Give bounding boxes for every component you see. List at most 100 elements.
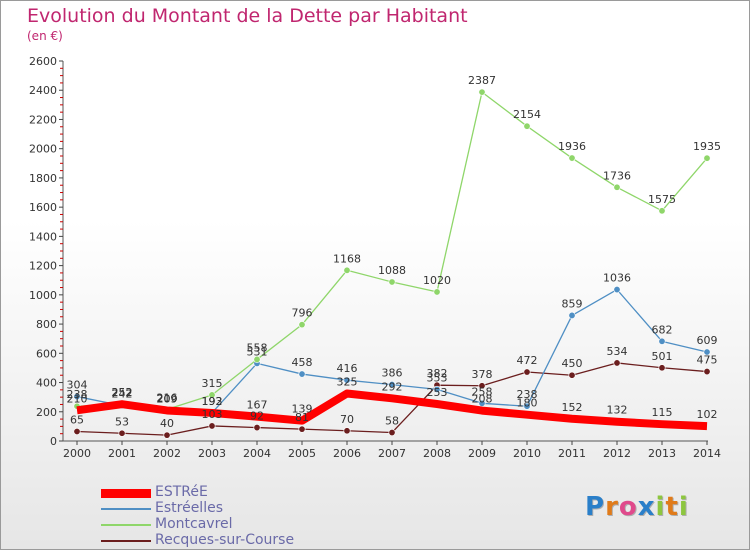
data-label: 1936 [558, 140, 586, 153]
data-point [388, 381, 396, 389]
y-tick-label: 1600 [29, 201, 57, 214]
data-point [478, 399, 486, 407]
data-label: 859 [562, 297, 583, 310]
data-label: 238 [517, 388, 538, 401]
data-label: 1935 [693, 140, 721, 153]
x-tick-label: 2002 [153, 447, 181, 460]
data-label: 103 [202, 408, 223, 421]
data-point [253, 424, 261, 432]
x-tick-label: 2008 [423, 447, 451, 460]
legend-item[interactable]: ESTRéE [101, 484, 361, 501]
unit-label: (en €) [27, 29, 63, 43]
data-point [658, 207, 666, 215]
logo-letter: t [665, 492, 679, 522]
data-label: 304 [67, 379, 88, 392]
y-tick-label: 2400 [29, 84, 57, 97]
x-tick-label: 2005 [288, 447, 316, 460]
data-point [478, 88, 486, 96]
data-point [703, 348, 711, 356]
y-tick-label: 1200 [29, 260, 57, 273]
x-tick-label: 2007 [378, 447, 406, 460]
data-point [523, 402, 531, 410]
data-label: 475 [697, 354, 718, 367]
logo-letter: o [618, 492, 638, 522]
data-label: 325 [337, 376, 358, 389]
y-tick-label: 600 [36, 347, 57, 360]
data-label: 152 [562, 401, 583, 414]
data-label: 193 [202, 395, 223, 408]
data-label: 1168 [333, 252, 361, 265]
data-label: 180 [517, 397, 538, 410]
data-label: 1036 [603, 272, 631, 285]
y-tick-label: 200 [36, 406, 57, 419]
data-point [118, 429, 126, 437]
x-tick-label: 2003 [198, 447, 226, 460]
legend-item[interactable]: Recques-sur-Course [101, 532, 361, 549]
logo-letter: x [637, 492, 656, 522]
data-label: 115 [652, 406, 673, 419]
x-tick-label: 2009 [468, 447, 496, 460]
data-label: 70 [340, 413, 354, 426]
data-point [613, 183, 621, 191]
legend: ESTRéE Estréelles Montcavrel Recques-sur… [101, 484, 361, 549]
y-tick-label: 2000 [29, 143, 57, 156]
y-tick-label: 800 [36, 318, 57, 331]
data-label: 258 [472, 385, 493, 398]
chart-title: Evolution du Montant de la Dette par Hab… [27, 5, 468, 27]
legend-item[interactable]: Montcavrel [101, 516, 361, 533]
data-point [703, 154, 711, 162]
data-label: 534 [607, 345, 628, 358]
legend-label: Montcavrel [155, 516, 233, 532]
x-tick-label: 2001 [108, 447, 136, 460]
data-label: 209 [157, 392, 178, 405]
data-point [523, 122, 531, 130]
y-tick-label: 1400 [29, 230, 57, 243]
y-tick-label: 2600 [29, 55, 57, 68]
data-label: 1020 [423, 274, 451, 287]
legend-swatch [101, 540, 151, 542]
data-point [388, 429, 396, 437]
data-point [253, 355, 261, 363]
data-label: 65 [70, 414, 84, 427]
x-tick-label: 2004 [243, 447, 271, 460]
data-label: 315 [202, 377, 223, 390]
legend-item[interactable]: Estréelles [101, 500, 361, 517]
data-label: 1736 [603, 169, 631, 182]
data-point [613, 286, 621, 294]
x-tick-label: 2011 [558, 447, 586, 460]
data-label: 53 [115, 415, 129, 428]
y-tick-label: 400 [36, 377, 57, 390]
data-label: 1575 [648, 193, 676, 206]
legend-label: Recques-sur-Course [155, 532, 295, 548]
data-point [568, 371, 576, 379]
data-label: 167 [247, 399, 268, 412]
series-line-3 [76, 389, 708, 431]
data-label: 139 [292, 403, 313, 416]
y-tick-label: 1800 [29, 172, 57, 185]
data-label: 210 [67, 392, 88, 405]
logo-letter: i [655, 492, 666, 522]
x-tick-label: 2000 [63, 447, 91, 460]
data-label: 458 [292, 356, 313, 369]
data-point [388, 278, 396, 286]
data-point [298, 425, 306, 433]
data-label: 531 [247, 345, 268, 358]
series-line-2 [76, 91, 708, 411]
data-point [613, 359, 621, 367]
data-point [568, 154, 576, 162]
data-point [703, 368, 711, 376]
logo-letter: P [585, 492, 606, 522]
data-point [208, 391, 216, 399]
data-point [523, 368, 531, 376]
data-label: 353 [427, 371, 448, 384]
data-label: 102 [697, 408, 718, 421]
data-label: 382 [427, 367, 448, 380]
data-label: 252 [112, 386, 133, 399]
data-label: 238 [67, 388, 88, 401]
legend-label: ESTRéE [155, 484, 208, 500]
x-tick-label: 2014 [693, 447, 721, 460]
data-label: 1088 [378, 264, 406, 277]
data-label: 253 [427, 386, 448, 399]
data-label: 292 [382, 380, 403, 393]
data-label: 796 [292, 307, 313, 320]
